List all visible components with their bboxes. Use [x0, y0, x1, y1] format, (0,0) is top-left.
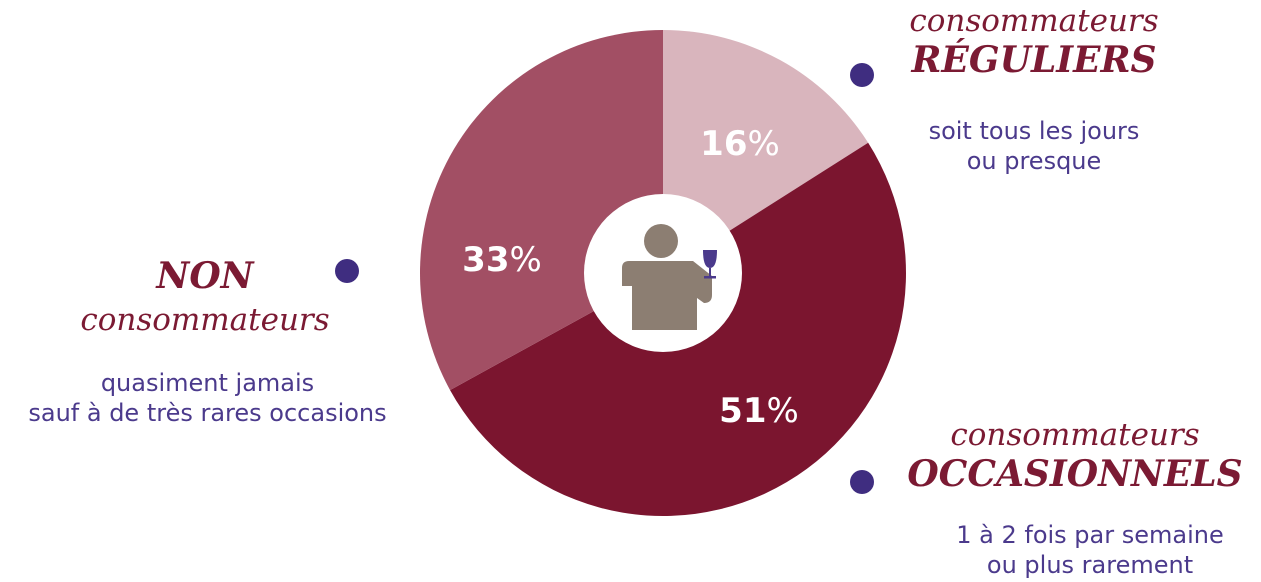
category-line1-occasionnels: consommateurs [950, 417, 1200, 453]
category-label-reguliers: consommateurs RÉGULIERS [898, 3, 1170, 81]
description-non: quasiment jamais sauf à de très rares oc… [0, 368, 415, 428]
description-occasionnels: 1 à 2 fois par semaine ou plus rarement [925, 520, 1255, 580]
pct-label-occasionnels: 51% [719, 391, 799, 431]
legend-dot-occasionnels [850, 470, 874, 494]
description-line1-non: quasiment jamais [100, 369, 315, 397]
pct-label-non: 33% [462, 240, 542, 280]
description-reguliers: soit tous les jours ou presque [898, 116, 1170, 176]
description-line2-occasionnels: ou plus rarement [986, 551, 1194, 579]
legend-dot-non [335, 259, 359, 283]
pct-label-reguliers: 16% [700, 124, 780, 164]
category-line2-non: consommateurs [80, 302, 330, 339]
description-line2-reguliers: ou presque [966, 147, 1102, 175]
category-line2-reguliers: RÉGULIERS [911, 38, 1157, 81]
slice-reguliers [663, 29, 869, 273]
category-line1-non: NON [156, 255, 254, 297]
category-label-non: NON consommateurs [40, 255, 370, 339]
description-line1-occasionnels: 1 à 2 fois par semaine [956, 521, 1224, 549]
category-line2-occasionnels: OCCASIONNELS [907, 452, 1243, 495]
category-line1-reguliers: consommateurs [909, 3, 1159, 39]
person-with-wine-glass-icon [622, 224, 717, 330]
percentage-labels: 16% 33% 51% [462, 124, 799, 431]
category-label-occasionnels: consommateurs OCCASIONNELS [895, 417, 1255, 495]
legend-dot-reguliers [850, 63, 874, 87]
description-line2-non: sauf à de très rares occasions [28, 399, 387, 427]
description-line1-reguliers: soit tous les jours [928, 117, 1140, 145]
